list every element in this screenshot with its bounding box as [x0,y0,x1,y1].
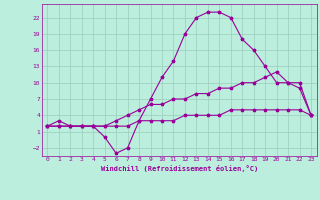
X-axis label: Windchill (Refroidissement éolien,°C): Windchill (Refroidissement éolien,°C) [100,165,258,172]
